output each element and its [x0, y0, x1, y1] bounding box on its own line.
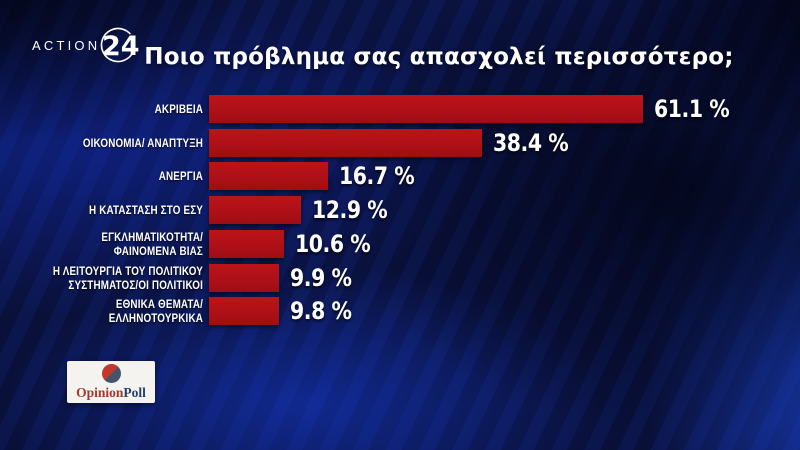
- chart-row: Η ΚΑΤΑΣΤΑΣΗ ΣΤΟ ΕΣΥ 12.9 %: [0, 196, 800, 224]
- category-label: ΕΓΚΛΗΜΑΤΙΚΟΤΗΤΑ/ΦΑΙΝΟΜΕΝΑ ΒΙΑΣ: [69, 230, 203, 258]
- category-label: Η ΛΕΙΤΟΥΡΓΙΑ ΤΟΥ ΠΟΛΙΤΙΚΟΥ ΣΥΣΤΗΜΑΤΟΣ/ΟΙ …: [53, 264, 203, 292]
- action24-logo-wordmark: ACTION: [32, 38, 100, 53]
- chart-row: ΕΘΝΙΚΑ ΘΕΜΑΤΑ/ΕΛΛΗΝΟΤΟΥΡΚΙΚΑ 9.8 %: [0, 297, 800, 325]
- chart-row: ΕΓΚΛΗΜΑΤΙΚΟΤΗΤΑ/ΦΑΙΝΟΜΕΝΑ ΒΙΑΣ 10.6 %: [0, 230, 800, 258]
- category-label-line: ΦΑΙΝΟΜΕΝΑ ΒΙΑΣ: [113, 244, 203, 258]
- category-label-line: ΑΚΡΙΒΕΙΑ: [154, 101, 203, 116]
- opinionpoll-circle-icon: [101, 364, 121, 383]
- category-label: ΑΚΡΙΒΕΙΑ: [69, 95, 203, 123]
- category-label-line: ΕΓΚΛΗΜΑΤΙΚΟΤΗΤΑ/: [101, 229, 203, 244]
- opinionpoll-logo: OpinionPoll: [67, 361, 155, 403]
- category-label: ΑΝΕΡΓΙΑ: [69, 162, 203, 190]
- action24-logo-number: 24: [102, 31, 140, 62]
- bar: [209, 230, 284, 258]
- opinionpoll-wordmark: OpinionPoll: [76, 386, 146, 400]
- category-label-line: Η ΚΑΤΑΣΤΑΣΗ ΣΤΟ ΕΣΥ: [89, 202, 203, 217]
- bar: [209, 129, 482, 157]
- opinionpoll-wordmark-opinion: Opinion: [76, 385, 124, 400]
- value-label: 16.7 %: [339, 162, 415, 190]
- category-label-line: ΣΥΣΤΗΜΑΤΟΣ/ΟΙ ΠΟΛΙΤΙΚΟΙ: [68, 278, 203, 292]
- category-label-line: ΕΘΝΙΚΑ ΘΕΜΑΤΑ/: [115, 296, 203, 311]
- value-label: 10.6 %: [295, 230, 371, 258]
- bar: [209, 95, 643, 123]
- page-title: Ποιο πρόβλημα σας απασχολεί περισσότερο;: [144, 44, 734, 70]
- chart-row: Η ΛΕΙΤΟΥΡΓΙΑ ΤΟΥ ΠΟΛΙΤΙΚΟΥ ΣΥΣΤΗΜΑΤΟΣ/ΟΙ …: [0, 264, 800, 292]
- opinionpoll-wordmark-poll: Poll: [123, 385, 146, 400]
- action24-logo: ACTION 24: [32, 27, 140, 63]
- bar: [209, 297, 279, 325]
- bar: [209, 196, 301, 224]
- category-label-line: ΑΝΕΡΓΙΑ: [158, 168, 203, 183]
- value-label: 9.8 %: [290, 297, 352, 325]
- value-label: 38.4 %: [493, 129, 569, 157]
- chart-row: ΑΚΡΙΒΕΙΑ 61.1 %: [0, 95, 800, 123]
- category-label-line: Η ΛΕΙΤΟΥΡΓΙΑ ΤΟΥ ΠΟΛΙΤΙΚΟΥ: [52, 263, 203, 278]
- value-label: 12.9 %: [312, 196, 388, 224]
- category-label-line: ΕΛΛΗΝΟΤΟΥΡΚΙΚΑ: [108, 311, 203, 325]
- category-label-line: ΟΙΚΟΝΟΜΙΑ/ ΑΝΑΠΤΥΞΗ: [82, 135, 203, 150]
- value-label: 9.9 %: [290, 264, 352, 292]
- chart-row: ΟΙΚΟΝΟΜΙΑ/ ΑΝΑΠΤΥΞΗ 38.4 %: [0, 129, 800, 157]
- category-label: ΟΙΚΟΝΟΜΙΑ/ ΑΝΑΠΤΥΞΗ: [69, 129, 203, 157]
- category-label: ΕΘΝΙΚΑ ΘΕΜΑΤΑ/ΕΛΛΗΝΟΤΟΥΡΚΙΚΑ: [69, 297, 203, 325]
- bar: [209, 264, 279, 292]
- action24-logo-circle: [100, 27, 136, 63]
- category-label: Η ΚΑΤΑΣΤΑΣΗ ΣΤΟ ΕΣΥ: [69, 196, 203, 224]
- chart-row: ΑΝΕΡΓΙΑ 16.7 %: [0, 162, 800, 190]
- value-label: 61.1 %: [654, 95, 730, 123]
- bar: [209, 162, 328, 190]
